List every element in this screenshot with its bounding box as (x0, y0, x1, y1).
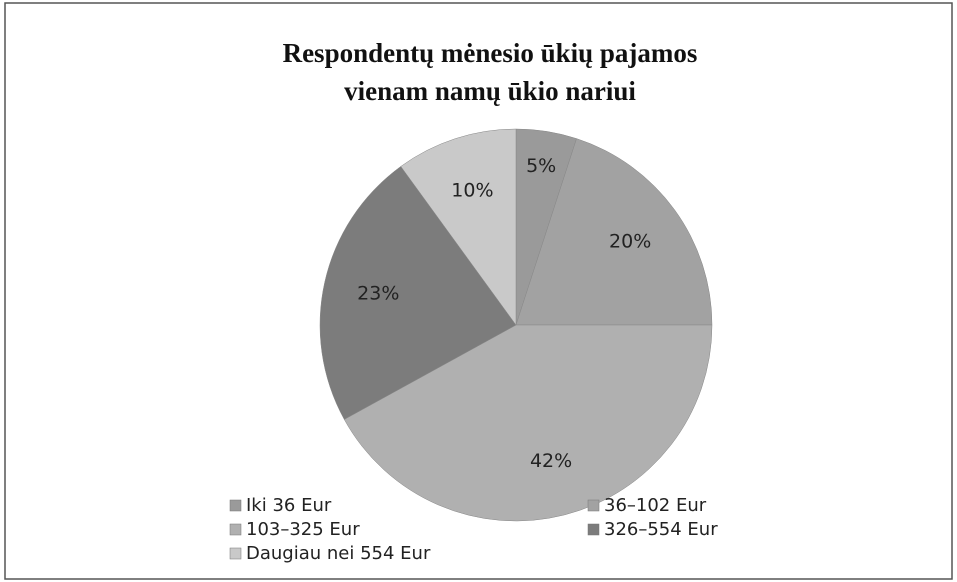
pie-slice (515, 138, 713, 326)
legend-label: 103–325 Eur (246, 519, 360, 540)
pie-slice (343, 324, 713, 522)
legend-marker (229, 499, 242, 512)
legend-label: Daugiau nei 554 Eur (246, 543, 431, 564)
legend-marker (587, 523, 600, 536)
legend-label: 36–102 Eur (604, 495, 707, 516)
data-label: 23% (357, 283, 399, 305)
data-label: 20% (609, 231, 651, 253)
legend-marker (229, 547, 242, 560)
legend-label: 326–554 Eur (604, 519, 718, 540)
data-label: 42% (530, 450, 572, 472)
data-label: 5% (526, 155, 556, 177)
legend-marker (229, 523, 242, 536)
pie-slice (400, 128, 517, 326)
legend-marker (587, 499, 600, 512)
data-label: 10% (451, 179, 493, 201)
legend-label: Iki 36 Eur (246, 495, 332, 516)
chart-title: vienam namų ūkio nariui (344, 76, 636, 106)
pie-slice (319, 166, 517, 420)
chart-title: Respondentų mėnesio ūkių pajamos (283, 38, 698, 68)
